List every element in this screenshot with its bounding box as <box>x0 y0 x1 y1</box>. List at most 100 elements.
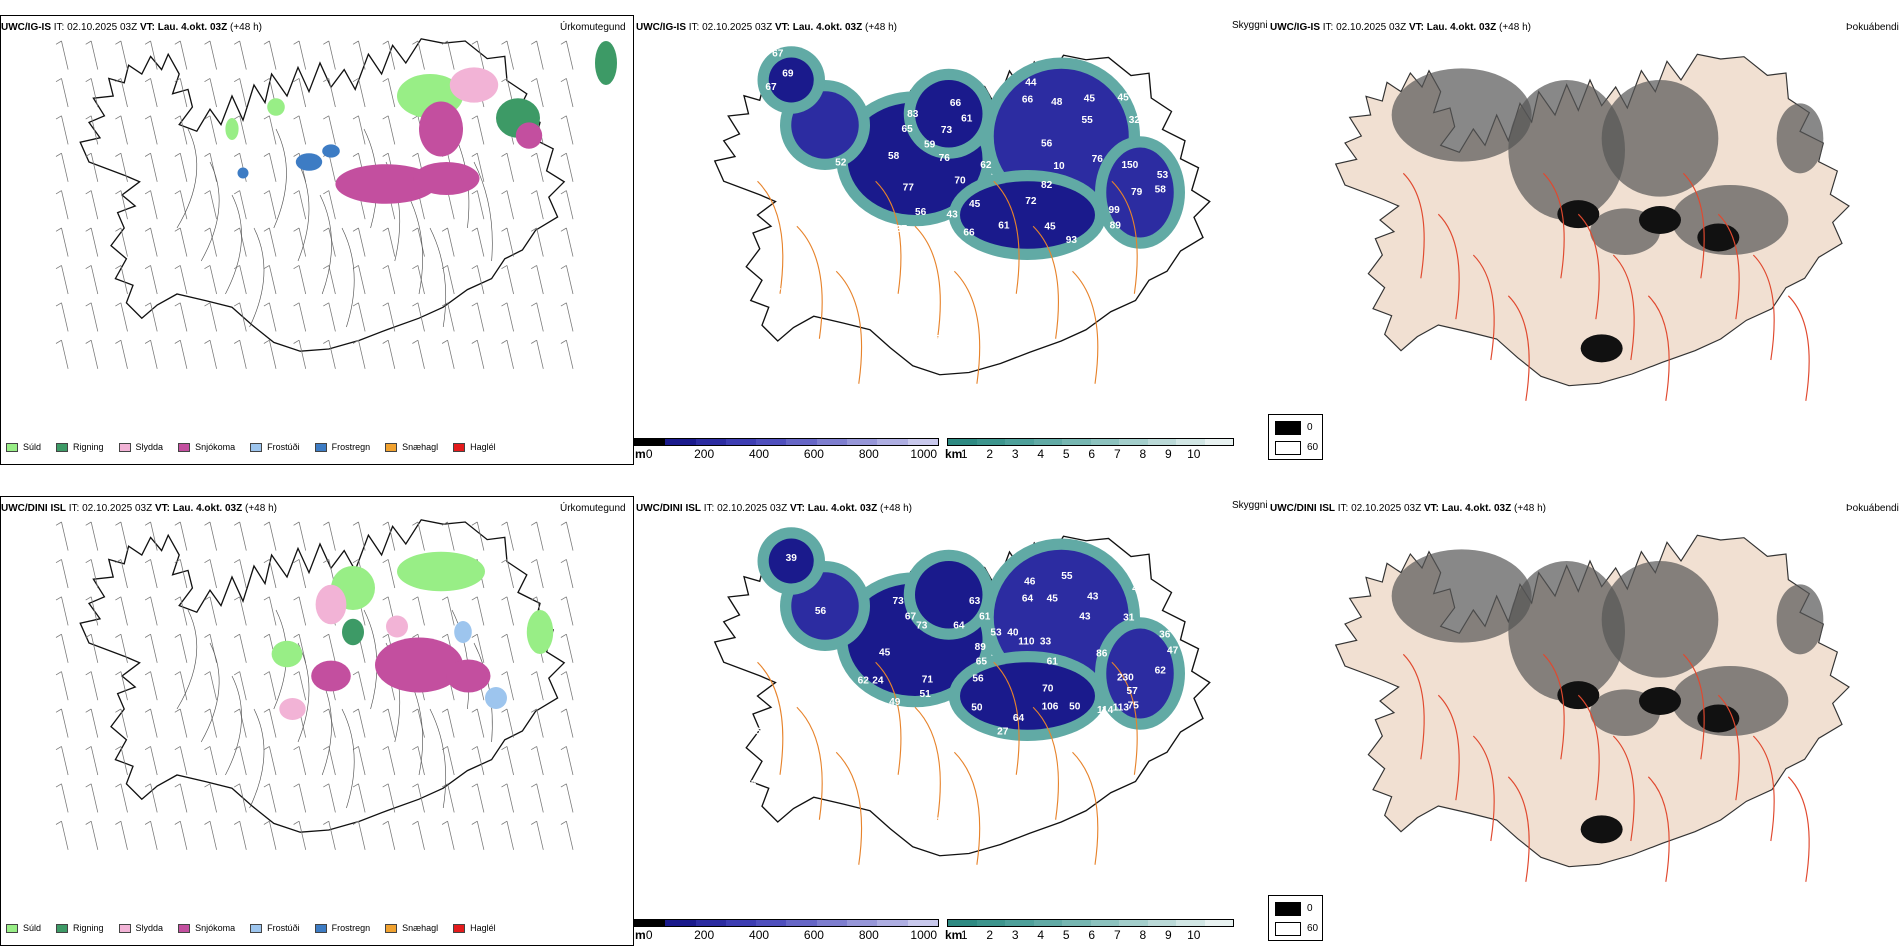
wind-barb <box>441 227 455 257</box>
river-line <box>1111 661 1138 775</box>
colorbar-tick-label: 9 <box>1164 447 1172 461</box>
wind-barb <box>293 559 307 589</box>
wind-barb <box>471 40 485 70</box>
wind-barb <box>263 339 277 369</box>
wind-barb <box>85 521 99 551</box>
road-line <box>1647 776 1670 882</box>
visibility-label: 37 <box>896 224 908 235</box>
visibility-terrain-area <box>915 80 983 148</box>
wind-barb <box>352 78 366 108</box>
road-line <box>1542 653 1565 760</box>
wind-barb <box>144 671 158 701</box>
wind-barb <box>234 339 247 369</box>
wind-barb <box>174 152 188 182</box>
visibility-label: 39 <box>871 721 883 732</box>
wind-barb <box>234 559 247 589</box>
colorbar-cell <box>786 920 817 926</box>
wind-barb <box>501 671 514 701</box>
wind-barb <box>471 596 485 626</box>
wind-barb <box>531 152 544 182</box>
wind-barb <box>293 783 307 813</box>
wind-barb <box>352 671 366 701</box>
wind-barb <box>293 521 307 551</box>
road-line <box>473 161 493 262</box>
wind-barb <box>293 746 307 776</box>
visibility-label: 62 <box>858 676 870 687</box>
wind-barb <box>412 339 425 369</box>
wind-barb <box>204 339 217 369</box>
wind-barb <box>471 190 485 220</box>
wind-barb <box>115 746 128 776</box>
wind-barb <box>55 783 69 813</box>
colorbar-tick-label: 7 <box>1113 447 1121 461</box>
vis-header-1: UWC/IG-IS IT: 02.10.2025 03Z VT: Lau. 4.… <box>636 22 897 33</box>
visibility-label: 61 <box>979 612 991 623</box>
visibility-label: 37 <box>770 287 782 298</box>
legend-swatch <box>6 442 18 452</box>
road-line <box>1472 254 1495 361</box>
wind-barb <box>560 265 574 295</box>
precip-area <box>295 153 323 171</box>
fog-legend-black-swatch <box>1275 421 1301 435</box>
terrain-colorbar-1 <box>634 438 939 446</box>
wind-barb <box>382 40 396 70</box>
wind-barb <box>144 633 158 663</box>
legend-label: Frostúði <box>267 923 300 933</box>
wind-barb <box>293 671 307 701</box>
precip-legend-2: Súld Rigning Slydda Snjókoma Frostúði Frostre… <box>6 923 511 933</box>
wind-barb <box>204 302 217 332</box>
wind-barb <box>471 633 485 663</box>
legend-label: Slydda <box>135 442 164 452</box>
wind-barb <box>531 78 544 108</box>
road-line <box>1752 254 1775 361</box>
legend-swatch <box>250 923 263 933</box>
visibility-label: 61 <box>998 221 1010 232</box>
visibility-label: 31 <box>1123 613 1135 624</box>
wind-barb <box>352 115 366 145</box>
visibility-label: 67 <box>772 48 784 59</box>
wind-barb <box>234 746 247 776</box>
visibility-label: 27 <box>997 726 1009 737</box>
wind-barb <box>531 671 544 701</box>
river-line <box>835 270 863 384</box>
wind-barb <box>144 115 158 145</box>
wind-barb <box>115 339 128 369</box>
wind-barb <box>560 302 574 332</box>
wind-barb <box>471 152 485 182</box>
wind-barb <box>115 671 128 701</box>
colorbar-tick-label: 8 <box>1139 447 1147 461</box>
wind-barb <box>293 227 307 257</box>
visibility-label: 52 <box>952 725 964 736</box>
road-line <box>1472 735 1495 842</box>
visibility-terrain-area <box>768 57 814 103</box>
wind-barb <box>85 152 99 182</box>
wind-barb <box>144 596 158 626</box>
legend-swatch <box>453 442 466 452</box>
wind-barb <box>560 559 574 589</box>
wind-barb <box>174 746 188 776</box>
colorbar-cell <box>976 920 1005 926</box>
colorbar-tick-label: 10 <box>1187 928 1201 942</box>
wind-barb <box>263 302 277 332</box>
visibility-label: 45 <box>879 648 891 659</box>
wind-barb <box>174 265 188 295</box>
colorbar-tick-label: 800 <box>858 928 879 942</box>
visibility-label: 72 <box>1025 196 1037 207</box>
river-line <box>953 751 981 865</box>
wind-barb <box>501 820 514 850</box>
wind-barb <box>531 190 544 220</box>
wind-barb <box>174 115 188 145</box>
wind-barb <box>382 783 396 813</box>
visibility-label: 43 <box>947 209 959 220</box>
visibility-label: 48 <box>1051 97 1063 108</box>
visibility-label: 113 <box>1113 703 1130 714</box>
wind-barb <box>234 708 247 738</box>
visibility-label: 60 <box>932 230 944 241</box>
colorbar-cell <box>948 920 977 926</box>
wind-barb <box>382 708 396 738</box>
colorbar-tick-label: 200 <box>694 928 715 942</box>
legend-label: Rigning <box>73 442 104 452</box>
precip-area <box>419 101 463 157</box>
precip-legend-item: Snæhagl <box>385 923 438 933</box>
colorbar-cell <box>695 439 726 445</box>
